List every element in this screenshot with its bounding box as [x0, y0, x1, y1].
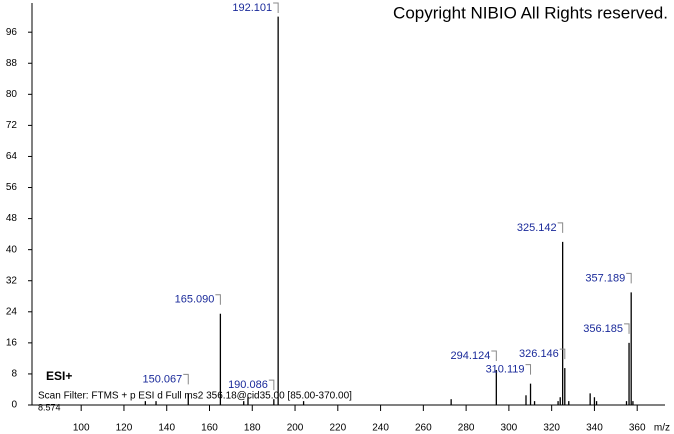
- x-tick-label: 300: [501, 423, 518, 434]
- label-connector: [559, 348, 566, 360]
- peak-label: 357.189: [585, 272, 625, 284]
- peak-label: 294.124: [451, 350, 491, 362]
- y-tick-label: 32: [6, 275, 18, 286]
- x-tick-label: 100: [73, 423, 90, 434]
- label-connector: [525, 364, 532, 375]
- y-tick-label: 72: [6, 120, 18, 131]
- x-tick-label: 280: [458, 423, 475, 434]
- x-tick-label: 260: [415, 423, 432, 434]
- retention-time: 8.574: [38, 402, 61, 412]
- peak-label: 150.067: [142, 373, 182, 385]
- x-tick-label: 180: [244, 423, 261, 434]
- y-tick-label: 96: [6, 27, 18, 38]
- scan-filter: Scan Filter: FTMS + p ESI d Full ms2 356…: [38, 391, 352, 402]
- y-tick-label: 64: [6, 151, 18, 162]
- x-tick-label: 240: [372, 423, 389, 434]
- y-tick-label: 40: [6, 244, 18, 255]
- x-tick-label: 160: [201, 423, 218, 434]
- x-tick-label: 120: [116, 423, 133, 434]
- label-connector: [624, 323, 630, 334]
- y-tick-label: 16: [6, 338, 18, 349]
- x-tick-label: 140: [158, 423, 175, 434]
- peak-label: 310.119: [486, 364, 525, 376]
- x-tick-label: 320: [543, 423, 560, 434]
- x-tick-label: 200: [287, 423, 304, 434]
- peak-label: 326.146: [519, 348, 559, 360]
- label-connector: [491, 350, 497, 362]
- x-tick-label: 220: [329, 423, 346, 434]
- y-tick-label: 48: [6, 213, 18, 224]
- peak-label: 165.090: [175, 294, 215, 306]
- x-axis-label: m/z: [654, 423, 670, 434]
- label-connector: [557, 222, 564, 233]
- y-tick-label: 0: [11, 400, 17, 411]
- y-tick-label: 8: [11, 369, 17, 380]
- ion-mode: ESI+: [46, 369, 72, 383]
- label-connector: [273, 2, 279, 13]
- peak-label: 325.142: [517, 222, 557, 234]
- y-tick-label: 56: [6, 182, 18, 193]
- y-tick-label: 80: [6, 89, 18, 100]
- label-connector: [183, 373, 189, 385]
- peak-label: 356.185: [583, 323, 623, 335]
- label-connector: [626, 272, 632, 284]
- x-tick-label: 340: [586, 423, 603, 434]
- y-tick-label: 88: [6, 58, 18, 69]
- y-tick-label: 24: [6, 306, 18, 317]
- peak-label: 190.086: [228, 379, 268, 391]
- chart-title: Copyright NIBIO All Rights reserved.: [393, 3, 668, 22]
- label-connector: [268, 379, 275, 391]
- x-tick-label: 360: [629, 423, 646, 434]
- label-connector: [215, 294, 221, 305]
- peak-label: 192.101: [232, 2, 272, 14]
